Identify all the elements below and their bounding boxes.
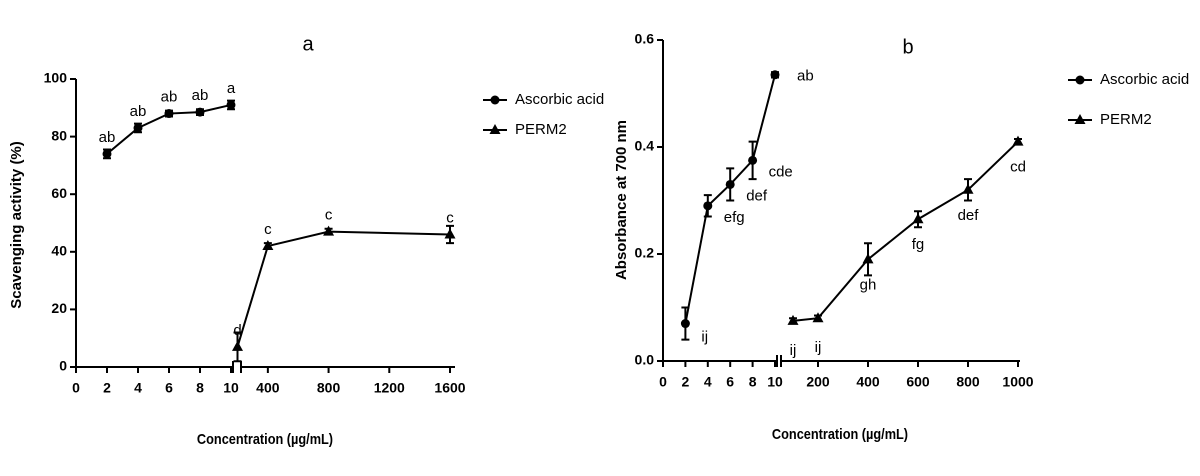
point-label: def <box>958 207 980 224</box>
y-tick-label: 0 <box>59 358 67 374</box>
marker <box>226 100 236 110</box>
marker <box>133 123 143 133</box>
y-tick-label: 40 <box>51 243 67 259</box>
x-tick-label: 10 <box>767 374 783 390</box>
legend-marker <box>490 95 500 105</box>
marker <box>323 225 335 236</box>
x-tick-label: 4 <box>134 380 142 396</box>
y-tick-label: 0.4 <box>635 138 655 154</box>
point-label: fg <box>912 236 925 253</box>
y-tick-label: 0.6 <box>635 31 655 47</box>
chart-title: a <box>302 33 314 55</box>
marker <box>912 213 924 224</box>
point-label: ij <box>815 339 822 356</box>
x-tick-label: 10 <box>223 380 239 396</box>
point-label: ab <box>99 129 116 146</box>
y-axis-label: Scavenging activity (%) <box>8 141 25 309</box>
x-tick-label: 8 <box>749 374 757 390</box>
series-line <box>236 230 451 348</box>
legend-marker <box>489 124 501 134</box>
point-label: ij <box>790 342 797 359</box>
legend-marker <box>1075 75 1085 85</box>
legend-marker <box>1074 114 1086 124</box>
x-tick-label: 6 <box>726 374 734 390</box>
x-tick-label: 0 <box>659 374 667 390</box>
marker <box>962 183 974 194</box>
marker <box>748 155 758 165</box>
marker <box>164 109 174 119</box>
marker <box>703 201 713 211</box>
x-tick-label: 200 <box>806 374 830 390</box>
point-label: c <box>446 209 454 226</box>
point-label: d <box>233 322 241 339</box>
x-tick-label: 2 <box>103 380 111 396</box>
x-tick-label: 4 <box>704 374 712 390</box>
y-tick-label: 20 <box>51 300 67 316</box>
marker <box>725 179 735 189</box>
x-tick-label: 1200 <box>374 380 405 396</box>
point-label: def <box>746 187 768 204</box>
legend-label: PERM2 <box>1100 111 1152 128</box>
y-tick-label: 0.0 <box>635 352 655 368</box>
point-label: c <box>325 207 333 224</box>
marker <box>262 240 274 251</box>
x-tick-label: 1000 <box>1002 374 1033 390</box>
legend-label: Ascorbic acid <box>1100 71 1189 88</box>
point-label: ab <box>192 87 209 104</box>
marker <box>770 70 780 80</box>
point-label: cde <box>769 163 793 180</box>
x-tick-label: 800 <box>956 374 980 390</box>
x-tick-label: 600 <box>906 374 930 390</box>
x-tick-label: 0 <box>72 380 80 396</box>
point-label: cd <box>1010 159 1026 176</box>
x-tick-label: 6 <box>165 380 173 396</box>
point-label: c <box>264 221 272 238</box>
marker <box>1012 135 1024 146</box>
x-tick-label: 2 <box>682 374 690 390</box>
legend-label: PERM2 <box>515 121 567 138</box>
marker <box>195 107 205 117</box>
y-tick-label: 80 <box>51 127 67 143</box>
legend-label: Ascorbic acid <box>515 91 604 108</box>
marker <box>862 253 874 264</box>
point-label: ij <box>701 329 708 346</box>
marker <box>232 340 243 351</box>
y-tick-label: 60 <box>51 185 67 201</box>
point-label: ab <box>797 68 814 85</box>
x-tick-label: 400 <box>856 374 880 390</box>
point-label: gh <box>860 276 877 293</box>
marker <box>812 312 824 323</box>
x-tick-label: 400 <box>256 380 280 396</box>
point-label: a <box>227 80 236 97</box>
point-label: efg <box>724 209 745 226</box>
series-line <box>792 140 1019 322</box>
marker <box>680 319 690 329</box>
marker <box>102 149 112 159</box>
point-label: ab <box>161 89 178 106</box>
chart-title: b <box>902 36 913 58</box>
x-tick-label: 1600 <box>434 380 465 396</box>
y-tick-label: 0.2 <box>635 245 655 261</box>
x-axis-label: Concentration (µg/mL) <box>197 430 333 447</box>
marker <box>444 228 456 239</box>
x-tick-label: 800 <box>317 380 341 396</box>
marker <box>787 314 799 325</box>
point-label: ab <box>130 103 147 120</box>
x-axis-label: Concentration (µg/mL) <box>772 425 908 442</box>
x-tick-label: 8 <box>196 380 204 396</box>
y-axis-label: Absorbance at 700 nm <box>613 120 630 280</box>
y-tick-label: 100 <box>44 70 68 86</box>
